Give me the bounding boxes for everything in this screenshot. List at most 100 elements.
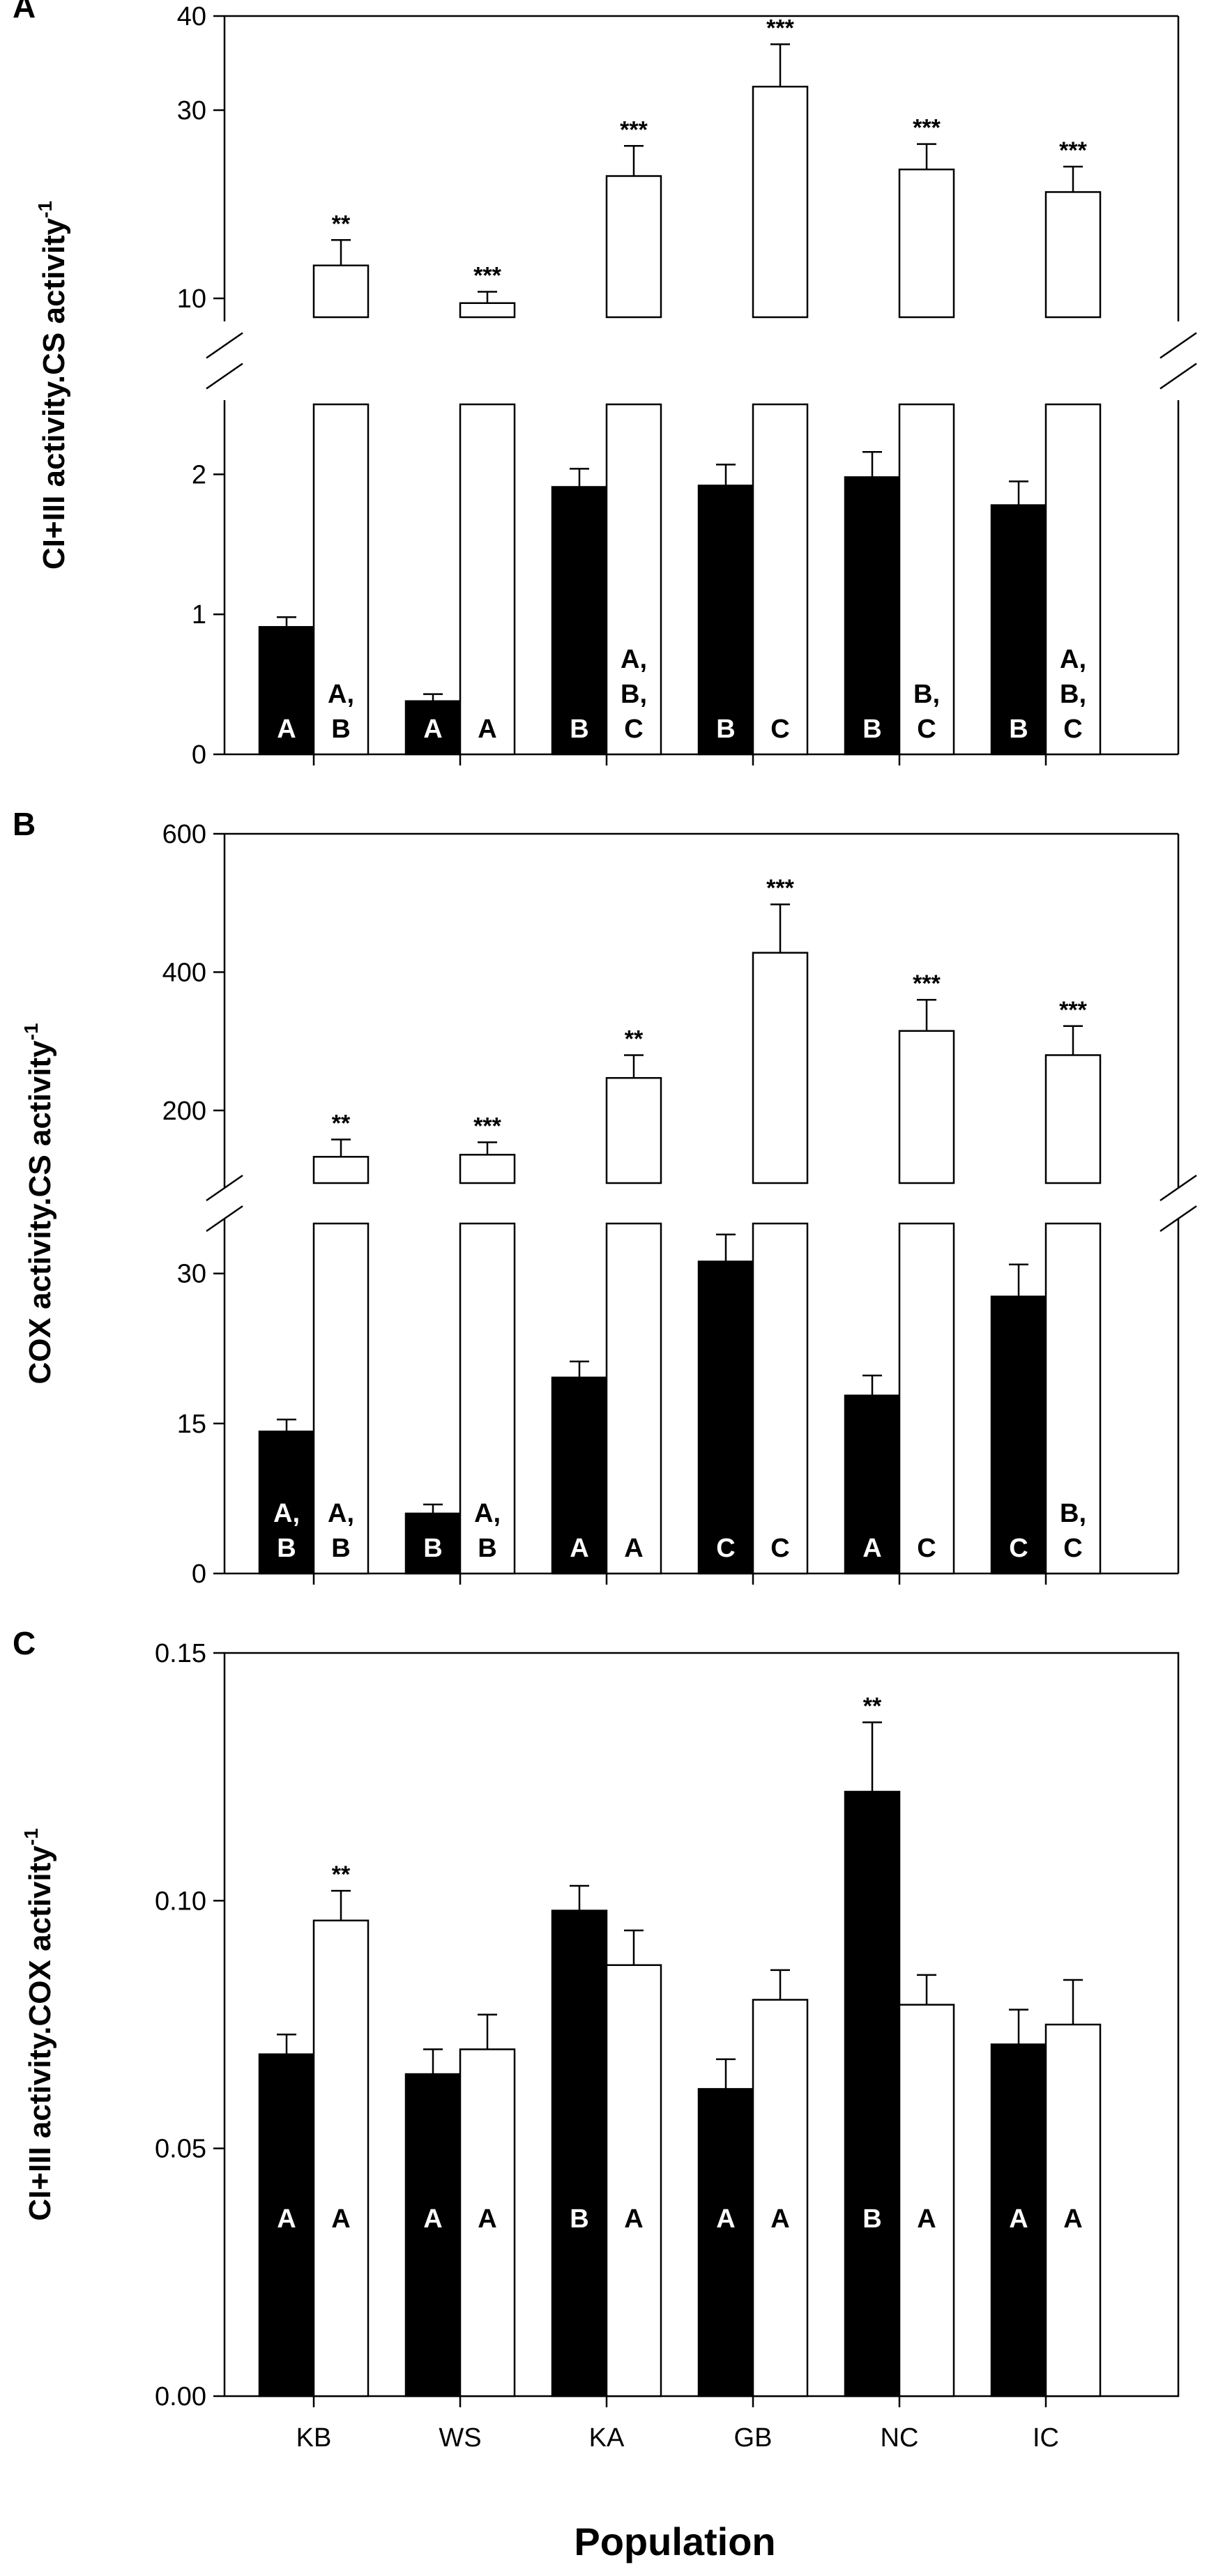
significance-label: ** bbox=[332, 1110, 351, 1136]
x-tick-label: KB bbox=[296, 2423, 332, 2453]
group-label: C bbox=[716, 1534, 735, 1563]
y-tick-label: 30 bbox=[177, 1260, 206, 1289]
group-label: A bbox=[478, 2204, 496, 2234]
y-tick-label: 30 bbox=[177, 96, 206, 125]
y-tick-label: 0.10 bbox=[155, 1887, 206, 1916]
panel-a-chart: A 10 30 40 0 1 2 CI+III activity.CS activity-1 *… bbox=[13, 0, 1197, 770]
significance-label: *** bbox=[473, 263, 501, 289]
bar-filled bbox=[258, 2053, 315, 2398]
bar-filled bbox=[551, 486, 608, 756]
group-label: A, bbox=[273, 1499, 300, 1528]
group-label: C bbox=[1009, 1534, 1028, 1563]
significance-label: ** bbox=[332, 211, 351, 237]
axis-break-mark-right bbox=[1159, 1174, 1197, 1202]
bar-filled bbox=[404, 700, 462, 756]
group-label: B bbox=[478, 1534, 496, 1563]
panel-letter: C bbox=[13, 1625, 36, 1661]
y-tick-label: 1 bbox=[192, 600, 206, 630]
group-label: A bbox=[478, 715, 496, 744]
significance-label: ** bbox=[863, 1693, 882, 1719]
group-label: B, bbox=[1060, 1499, 1086, 1528]
y-tick-label: 600 bbox=[162, 820, 206, 849]
bar-open-upper bbox=[459, 1154, 516, 1184]
y-tick-label: 0 bbox=[192, 1560, 206, 1589]
group-label: A bbox=[770, 2204, 789, 2234]
x-tick-label: WS bbox=[439, 2423, 481, 2453]
group-label: A bbox=[917, 2204, 936, 2234]
significance-label: *** bbox=[913, 115, 941, 142]
y-axis-label: CI+III activity.COX activity-1 bbox=[20, 1828, 57, 2220]
group-label: A bbox=[423, 2204, 442, 2234]
bar-filled bbox=[697, 485, 754, 756]
group-label: C bbox=[624, 715, 643, 744]
bar-open-upper bbox=[752, 86, 809, 319]
bar-open bbox=[312, 1919, 370, 2398]
bar-open-lower bbox=[898, 403, 955, 756]
significance-label: *** bbox=[1059, 137, 1087, 164]
group-label: B bbox=[331, 1534, 350, 1563]
group-label: C bbox=[917, 715, 936, 744]
panel-c-chart: C 0.00 0.05 0.10 0.15 KB WS KA GB NC IC CI+III acti… bbox=[13, 1625, 1180, 2453]
bar-open-lower bbox=[605, 1222, 662, 1575]
bar-filled bbox=[697, 1260, 754, 1575]
group-label: C bbox=[1063, 715, 1082, 744]
axis-break-mark-left bbox=[206, 363, 243, 390]
bar-open-lower bbox=[312, 1222, 370, 1575]
bar-filled bbox=[844, 1790, 901, 2398]
group-label: A bbox=[331, 2204, 350, 2234]
group-label: C bbox=[770, 715, 789, 744]
axis-break-mark-right bbox=[1159, 1205, 1197, 1233]
significance-label: ** bbox=[625, 1026, 644, 1052]
group-label: A bbox=[277, 2204, 296, 2234]
significance-label: *** bbox=[1059, 997, 1087, 1023]
x-tick-label: NC bbox=[881, 2423, 919, 2453]
axis-break-mark-left bbox=[206, 1205, 243, 1233]
bar-open-upper bbox=[1044, 191, 1102, 319]
bar-filled bbox=[844, 1394, 901, 1575]
group-label: B bbox=[277, 1534, 296, 1563]
significance-label: *** bbox=[620, 116, 648, 143]
panel-letter: A bbox=[13, 0, 36, 24]
group-label: B bbox=[570, 715, 588, 744]
x-axis-label: Population bbox=[574, 2520, 775, 2563]
group-label: A, bbox=[1060, 645, 1086, 674]
bar-open-upper bbox=[752, 952, 809, 1184]
group-label: A bbox=[862, 1534, 881, 1563]
bar-filled bbox=[844, 476, 901, 756]
significance-label: *** bbox=[913, 970, 941, 997]
y-tick-label: 40 bbox=[177, 2, 206, 31]
group-label: A, bbox=[621, 645, 647, 674]
y-tick-label: 0.05 bbox=[155, 2135, 206, 2164]
x-tick-label: IC bbox=[1033, 2423, 1059, 2453]
y-tick-label: 0.15 bbox=[155, 1639, 206, 1668]
y-axis-label: CI+III activity.CS activity-1 bbox=[34, 201, 71, 570]
y-tick-label: 0.00 bbox=[155, 2382, 206, 2411]
group-label: B bbox=[423, 1534, 442, 1563]
bar-open-upper bbox=[898, 1030, 955, 1184]
bar-open-upper bbox=[605, 175, 662, 319]
bar-open-lower bbox=[752, 1222, 809, 1575]
group-label: A bbox=[1063, 2204, 1082, 2234]
bar-open-upper bbox=[605, 1076, 662, 1184]
bar-open-lower bbox=[459, 1222, 516, 1575]
bar-open bbox=[898, 2004, 955, 2398]
group-label: A bbox=[716, 2204, 735, 2234]
group-label: A, bbox=[328, 1499, 354, 1528]
bar-open-lower bbox=[605, 403, 662, 756]
axis-break-mark-left bbox=[206, 332, 243, 359]
group-label: B bbox=[716, 715, 735, 744]
bar-open-upper bbox=[312, 264, 370, 319]
bar-open-upper bbox=[459, 302, 516, 319]
y-tick-label: 2 bbox=[192, 460, 206, 489]
bar-open bbox=[1044, 2023, 1102, 2398]
group-label: C bbox=[917, 1534, 936, 1563]
group-label: B bbox=[862, 2204, 881, 2234]
x-tick-label: GB bbox=[734, 2423, 773, 2453]
bar-open bbox=[752, 1999, 809, 2398]
axis-break-mark-right bbox=[1159, 332, 1197, 359]
group-label: A bbox=[277, 715, 296, 744]
bar-filled bbox=[258, 1431, 315, 1575]
bar-open-lower bbox=[752, 403, 809, 756]
group-label: A bbox=[624, 1534, 643, 1563]
group-label: B bbox=[862, 715, 881, 744]
